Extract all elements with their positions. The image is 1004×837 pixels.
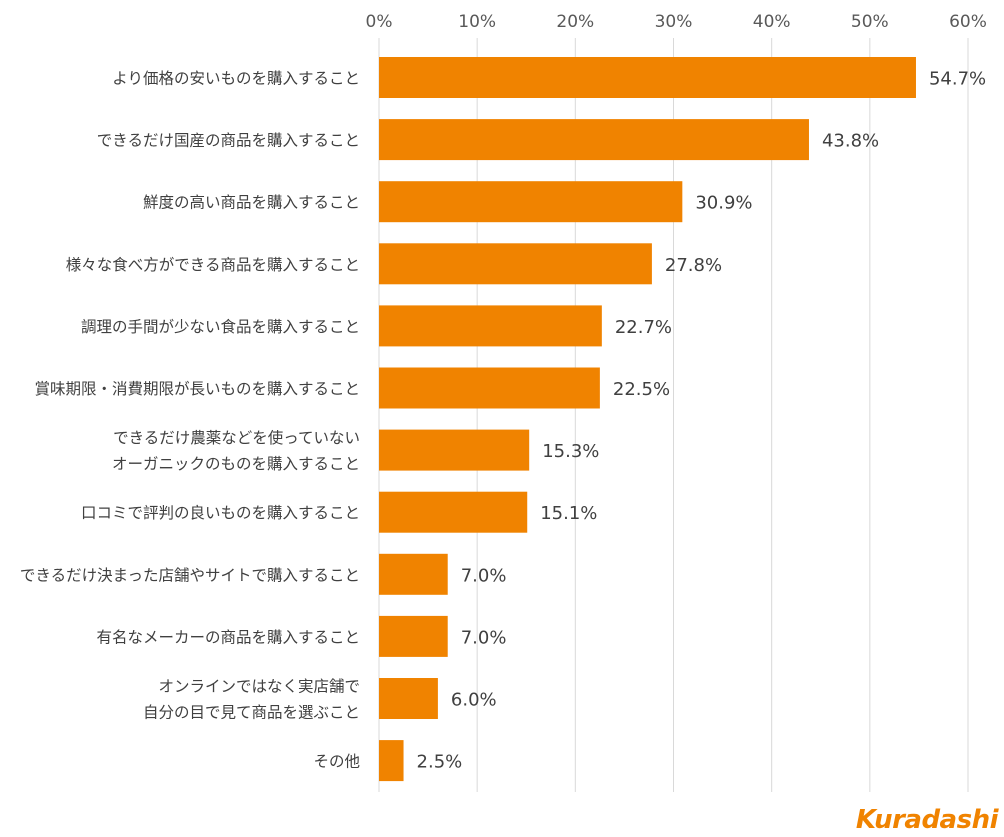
bar — [379, 553, 448, 595]
bar — [379, 367, 600, 409]
data-label: 54.7% — [929, 69, 986, 90]
category-label: オーガニックのものを購入すること — [112, 455, 360, 473]
x-tick-label: 0% — [366, 12, 393, 32]
bar — [379, 243, 652, 285]
data-label: 43.8% — [822, 131, 879, 152]
category-label: 賞味期限・消費期限が長いものを購入すること — [34, 380, 360, 398]
data-label: 15.1% — [540, 503, 597, 524]
data-label: 27.8% — [665, 255, 722, 276]
x-tick-label: 60% — [949, 12, 987, 32]
category-label: 調理の手間が少ない食品を購入すること — [81, 318, 360, 336]
bar — [379, 491, 528, 533]
data-label: 2.5% — [417, 752, 463, 773]
category-label: より価格の安いものを購入すること — [112, 70, 360, 88]
bar — [379, 740, 404, 782]
category-label: その他 — [313, 753, 360, 771]
x-tick-label: 30% — [655, 12, 693, 32]
bar — [379, 181, 683, 223]
bar — [379, 119, 809, 161]
category-label: 様々な食べ方ができる商品を購入すること — [66, 256, 360, 274]
data-label: 6.0% — [451, 690, 497, 711]
data-label: 30.9% — [695, 193, 752, 214]
category-label: 有名なメーカーの商品を購入すること — [96, 628, 360, 646]
category-label: オンラインではなく実店舗で — [158, 678, 360, 696]
bar — [379, 429, 530, 471]
bar — [379, 615, 448, 657]
data-label: 22.7% — [615, 317, 672, 338]
category-label: できるだけ決まった店舗やサイトで購入すること — [20, 566, 360, 584]
x-tick-label: 10% — [458, 12, 496, 32]
x-tick-label: 20% — [556, 12, 594, 32]
x-tick-label: 40% — [753, 12, 791, 32]
data-label: 7.0% — [461, 565, 507, 586]
category-label: できるだけ農薬などを使っていない — [113, 429, 360, 447]
bar — [379, 57, 916, 98]
data-label: 22.5% — [613, 379, 670, 400]
x-tick-label: 50% — [851, 12, 889, 32]
data-label: 7.0% — [461, 627, 507, 648]
category-label: 自分の目で見て商品を選ぶこと — [143, 704, 360, 722]
category-label: 鮮度の高い商品を購入すること — [143, 194, 360, 212]
kuradashi-logo: Kuradashi — [855, 805, 999, 835]
category-label: できるだけ国産の商品を購入すること — [97, 132, 360, 150]
data-label: 15.3% — [542, 441, 599, 462]
bar — [379, 678, 438, 719]
bar — [379, 305, 602, 347]
category-label: 口コミで評判の良いものを購入すること — [81, 504, 360, 522]
